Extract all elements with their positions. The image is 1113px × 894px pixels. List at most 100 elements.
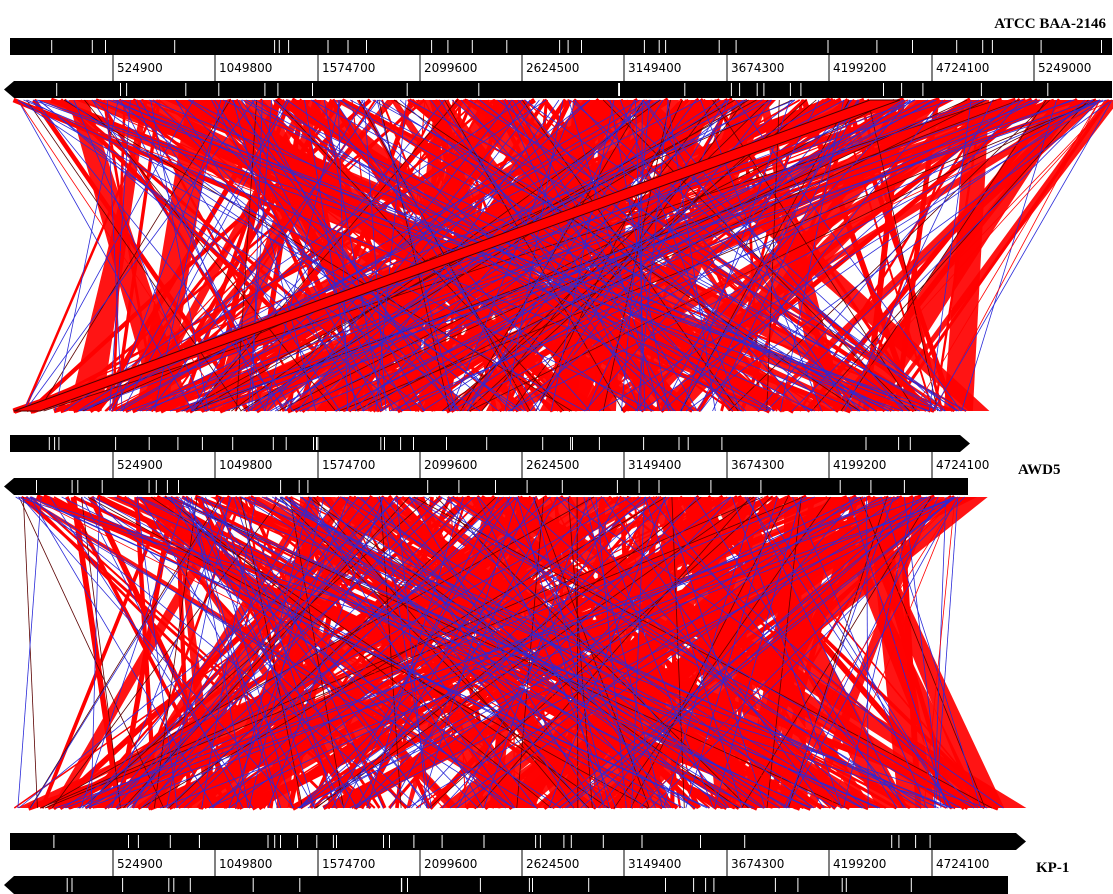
gene-boundary: [122, 878, 124, 892]
gene-boundary: [48, 437, 50, 450]
gene-boundary: [427, 480, 429, 493]
genome-track-2: 524900 1049800 1574700 2099600 2624500 314940…: [4, 435, 1061, 495]
inverted-match-line: [248, 99, 273, 412]
match-edge-line: [613, 496, 831, 809]
match-edge-line: [277, 99, 893, 412]
inverted-match-line: [548, 496, 666, 809]
forward-match-line: [341, 98, 936, 413]
inverted-match-line: [933, 496, 947, 809]
inverted-match-line: [607, 99, 946, 412]
inverted-match-line: [78, 99, 916, 412]
gene-boundary: [735, 40, 737, 53]
match-line: [29, 496, 215, 809]
forward-match-line: [503, 98, 886, 413]
gene-boundary: [471, 40, 473, 53]
inverted-match-line: [196, 496, 952, 809]
scale-tick-label: 3674300: [731, 458, 784, 472]
match-line: [17, 99, 820, 412]
gene-boundary: [744, 835, 746, 848]
inverted-match-line: [609, 99, 669, 412]
inverted-match-line: [679, 99, 859, 412]
match-edge-line: [533, 496, 650, 809]
match-edge-line: [576, 496, 579, 809]
inverted-match-line: [517, 496, 605, 809]
forward-match-line: [69, 495, 872, 810]
inverted-match-line: [662, 496, 766, 809]
forward-match-line: [53, 496, 634, 809]
inverted-match-line: [381, 496, 669, 809]
match-line: [558, 496, 956, 809]
inverted-match-line: [504, 99, 564, 412]
gene-boundary: [441, 835, 443, 848]
inverted-match-line: [731, 496, 842, 809]
gene-boundary: [137, 835, 139, 848]
forward-match-line: [419, 496, 504, 809]
inverted-match-line: [602, 496, 825, 809]
match-line: [17, 99, 585, 412]
inverted-match-line: [65, 99, 524, 412]
gene-boundary: [898, 437, 900, 450]
inverted-match-line: [744, 496, 952, 809]
scale-tick-label: 4724100: [936, 857, 989, 871]
inverted-match-line: [127, 99, 980, 412]
gene-boundary: [730, 83, 732, 96]
gene-boundary: [718, 40, 720, 53]
inverted-match-line: [349, 99, 945, 412]
gene-boundary: [71, 878, 73, 892]
match-edge-line: [140, 496, 667, 809]
gene-boundary: [739, 83, 741, 96]
match-edge-line: [235, 99, 258, 412]
gene-boundary: [839, 480, 841, 493]
match-line: [29, 496, 710, 809]
inverted-match-line: [107, 496, 359, 809]
match-edge-line: [840, 99, 1047, 412]
inverted-match-line: [399, 99, 747, 412]
inverted-match-line: [256, 99, 591, 412]
gene-boundary: [407, 878, 408, 892]
gene-boundary: [189, 878, 191, 892]
forward-match-line: [58, 494, 549, 811]
forward-match-line: [696, 98, 903, 413]
forward-match-line: [656, 496, 844, 809]
match-line: [29, 496, 847, 809]
inverted-match-line: [38, 99, 404, 412]
gene-boundary: [316, 835, 318, 848]
inverted-match-line: [681, 99, 791, 412]
inverted-match-line: [570, 99, 941, 412]
inverted-match-line: [225, 99, 1093, 412]
gene-boundary: [389, 835, 390, 848]
match-edge-line: [680, 99, 850, 412]
inverted-match-line: [697, 99, 851, 412]
inverted-match-line: [566, 496, 957, 809]
inverted-match-line: [843, 496, 915, 809]
inverted-match-line: [185, 99, 591, 412]
inverted-match-line: [341, 496, 723, 809]
inverted-match-line: [25, 496, 515, 809]
forward-strand-bar: [10, 38, 1112, 55]
gene-boundary: [274, 40, 276, 53]
match-edge-line: [18, 496, 165, 809]
gene-boundary: [898, 835, 900, 848]
match-line: [786, 496, 959, 809]
gene-boundary: [526, 480, 528, 493]
inverted-match-line: [243, 99, 721, 412]
gene-boundary: [883, 83, 884, 96]
gene-boundary: [559, 40, 561, 53]
gene-boundary: [910, 878, 912, 892]
inverted-match-line: [253, 99, 895, 412]
inverted-match-line: [439, 99, 652, 412]
match-edge-line: [602, 99, 910, 412]
forward-match-line: [111, 99, 127, 412]
forward-match-line: [201, 496, 314, 809]
forward-match-line: [893, 99, 940, 412]
match-edge-line: [22, 496, 38, 809]
inverted-match-line: [503, 99, 641, 412]
scale-tick-label: 4199200: [833, 61, 886, 75]
gene-boundary: [643, 437, 645, 450]
gene-boundary: [380, 437, 382, 450]
inverted-match-line: [267, 496, 384, 809]
inverted-match-line: [80, 496, 187, 809]
forward-match-line: [367, 495, 851, 810]
inverted-match-line: [307, 496, 882, 809]
inverted-match-line: [240, 99, 454, 412]
